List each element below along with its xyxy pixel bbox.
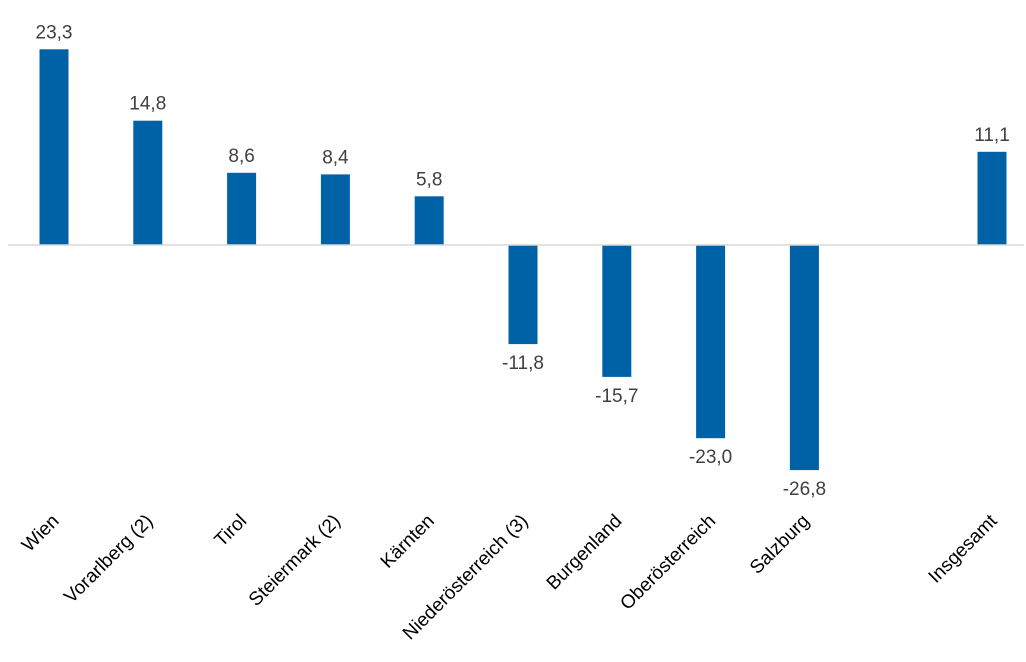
category-label-vorarlberg-2: Vorarlberg (2) [60, 511, 157, 608]
bar-steiermark-2 [320, 174, 350, 245]
category-label-karnten: Kärnten [377, 511, 439, 573]
data-label-vorarlberg-2: 14,8 [129, 94, 166, 115]
data-label-burgenland: -15,7 [595, 386, 638, 407]
bar-vorarlberg-2 [133, 120, 163, 245]
category-label-tirol: Tirol [211, 511, 251, 551]
data-label-wien: 23,3 [36, 22, 73, 43]
category-label-oberosterreich: Oberösterreich [616, 511, 720, 615]
category-label-wien: Wien [18, 511, 63, 556]
category-label-steiermark-2: Steiermark (2) [245, 511, 345, 611]
data-label-niederosterreich-3: -11,8 [502, 353, 544, 374]
data-label-karnten: 5,8 [416, 169, 442, 190]
data-label-tirol: 8,6 [228, 146, 254, 167]
data-label-insgesamt: 11,1 [974, 125, 1010, 146]
data-label-oberosterreich: -23,0 [689, 447, 732, 468]
value-labels-group: 23,3 14,8 8,6 8,4 5,8 -11,8 -15,7 -23,0 -26,8 11,… [36, 22, 1010, 500]
bars-group [39, 49, 1007, 471]
category-label-burgenland: Burgenland [543, 511, 627, 595]
bar-tirol [227, 172, 257, 245]
data-label-salzburg: -26,8 [783, 479, 826, 500]
bar-insgesamt [977, 151, 1007, 245]
bar-wien [39, 49, 69, 245]
bar-niederosterreich-3 [508, 245, 538, 345]
category-label-salzburg: Salzburg [746, 511, 814, 579]
bar-oberosterreich [696, 245, 726, 439]
bar-salzburg [789, 245, 819, 471]
category-label-insgesamt: Insgesamt [925, 510, 1002, 587]
bar-karnten [414, 196, 444, 245]
data-label-steiermark-2: 8,4 [322, 147, 349, 168]
bar-burgenland [602, 245, 632, 377]
